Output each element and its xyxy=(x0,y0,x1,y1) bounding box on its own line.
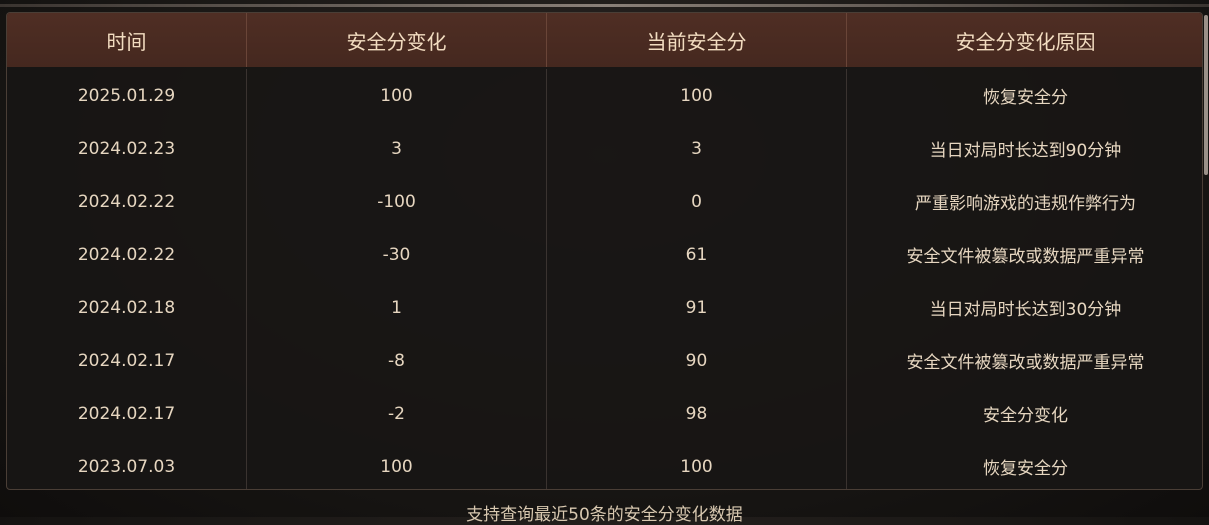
table-cell: 3 xyxy=(246,122,546,175)
table-cell: 安全文件被篡改或数据严重异常 xyxy=(846,334,1202,387)
column-header: 安全分变化原因 xyxy=(846,13,1202,67)
table-cell: 91 xyxy=(546,281,846,334)
table-cell: 2024.02.18 xyxy=(77,297,176,318)
table-header: 时间 安全分变化 当前安全分 安全分变化原因 xyxy=(7,13,1202,67)
table-cell: 0 xyxy=(546,175,846,228)
table-cell: 当日对局时长达到30分钟 xyxy=(846,281,1202,334)
table-cell: 2024.02.17 xyxy=(77,350,176,371)
footer-note: 支持查询最近50条的安全分变化数据 xyxy=(466,505,743,525)
table-cell: 严重影响游戏的违规作弊行为 xyxy=(846,175,1202,228)
table-cell: -2 xyxy=(246,387,546,440)
table-cell: 2023.07.03 xyxy=(77,456,176,477)
table-cell: 恢复安全分 xyxy=(846,69,1202,122)
top-border xyxy=(0,4,1209,7)
table-cell: 90 xyxy=(546,334,846,387)
table-cell: 100 xyxy=(546,69,846,122)
table-cell: 1 xyxy=(246,281,546,334)
table-cell: 100 xyxy=(246,440,546,489)
table-cell: 100 xyxy=(546,440,846,489)
table-cell: 61 xyxy=(546,228,846,281)
table-cell: 恢复安全分 xyxy=(846,440,1202,489)
table-cell: 2024.02.22 xyxy=(77,244,176,265)
scrollbar[interactable] xyxy=(1204,15,1208,175)
table-cell: 2024.02.22 xyxy=(77,191,176,212)
table-cell: 安全分变化 xyxy=(846,387,1202,440)
table-cell: 100 xyxy=(246,69,546,122)
table-cell: 当日对局时长达到90分钟 xyxy=(846,122,1202,175)
table-cell: -8 xyxy=(246,334,546,387)
table-cell: 安全文件被篡改或数据严重异常 xyxy=(846,228,1202,281)
table-cell: 3 xyxy=(546,122,846,175)
column-header: 安全分变化 xyxy=(246,13,546,67)
table-cell: 98 xyxy=(546,387,846,440)
column-header: 当前安全分 xyxy=(546,13,846,67)
score-table: 时间 安全分变化 当前安全分 安全分变化原因 2025.01.29 100 100 恢复安全… xyxy=(6,12,1203,490)
table-cell: -100 xyxy=(246,175,546,228)
column-header: 时间 xyxy=(106,29,147,54)
table-cell: 2024.02.17 xyxy=(77,403,176,424)
table-cell: 2024.02.23 xyxy=(77,138,176,159)
table-cell: 2025.01.29 xyxy=(77,85,176,106)
table-cell: -30 xyxy=(246,228,546,281)
